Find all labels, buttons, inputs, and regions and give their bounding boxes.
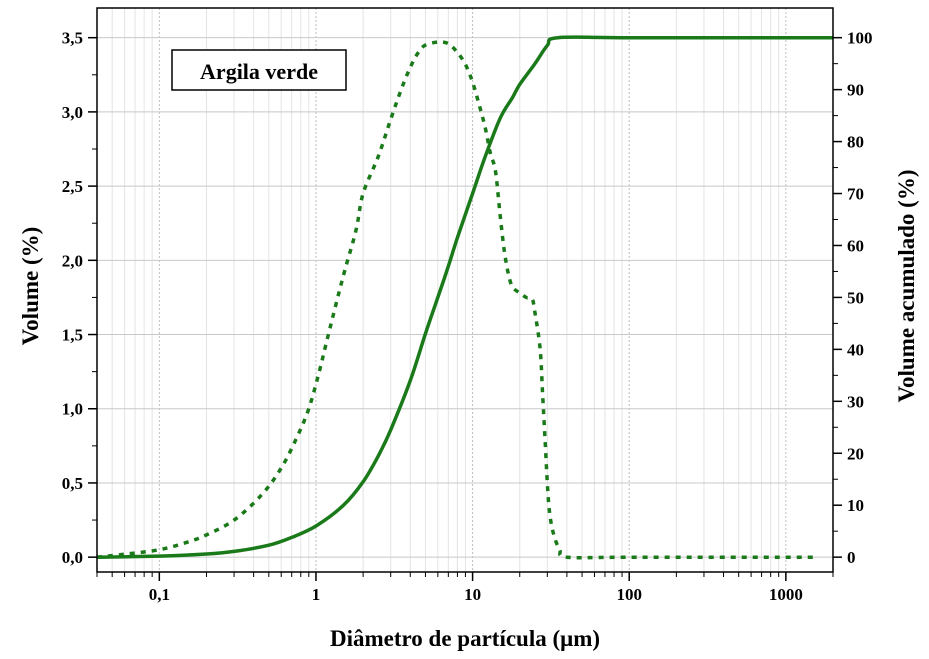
y-right-tick-label: 0 [847, 548, 856, 567]
y-left-tick-label: 2,0 [62, 251, 83, 270]
y-left-tick-label: 1,5 [62, 326, 83, 345]
x-axis-title: Diâmetro de partícula (μm) [330, 626, 600, 651]
y-left-tick-label: 1,0 [62, 400, 83, 419]
y-axis-left-title: Volume (%) [18, 227, 43, 346]
y-right-tick-label: 20 [847, 444, 864, 463]
y-left-tick-label: 3,5 [62, 29, 83, 48]
y-right-tick-label: 90 [847, 81, 864, 100]
cumulative-series-line [96, 35, 833, 559]
y-axis-right-title: Volume acumulado (%) [894, 170, 919, 403]
x-tick-label: 0,1 [149, 585, 170, 604]
distribution-series-line [96, 40, 818, 560]
y-right-tick-label: 80 [847, 133, 864, 152]
annotation-box: Argila verde [171, 49, 347, 91]
y-right-tick-label: 100 [847, 29, 873, 48]
y-left-tick-label: 0,0 [62, 548, 83, 567]
annotation-text: Argila verde [200, 59, 318, 84]
x-tick-label: 100 [616, 585, 642, 604]
series-layer [96, 35, 833, 560]
y-left-tick-label: 3,0 [62, 103, 83, 122]
y-left-tick-label: 2,5 [62, 177, 83, 196]
y-right-tick-label: 70 [847, 185, 864, 204]
y-right-tick-label: 10 [847, 496, 864, 515]
y-right-tick-label: 40 [847, 340, 864, 359]
x-tick-label: 1000 [769, 585, 803, 604]
minor-gridlines [96, 8, 834, 572]
ticks-layer: 0,1 1 10 100 1000 0,0 0,5 1,0 1,5 2,0 2,5 3,0 3,5 0 10… [62, 29, 873, 604]
x-tick-label: 1 [312, 585, 321, 604]
y-left-tick-label: 0,5 [62, 474, 83, 493]
y-right-tick-label: 30 [847, 392, 864, 411]
x-tick-label: 10 [464, 585, 481, 604]
annotation-frame [171, 49, 347, 91]
y-right-tick-label: 60 [847, 236, 864, 255]
y-right-tick-label: 50 [847, 288, 864, 307]
